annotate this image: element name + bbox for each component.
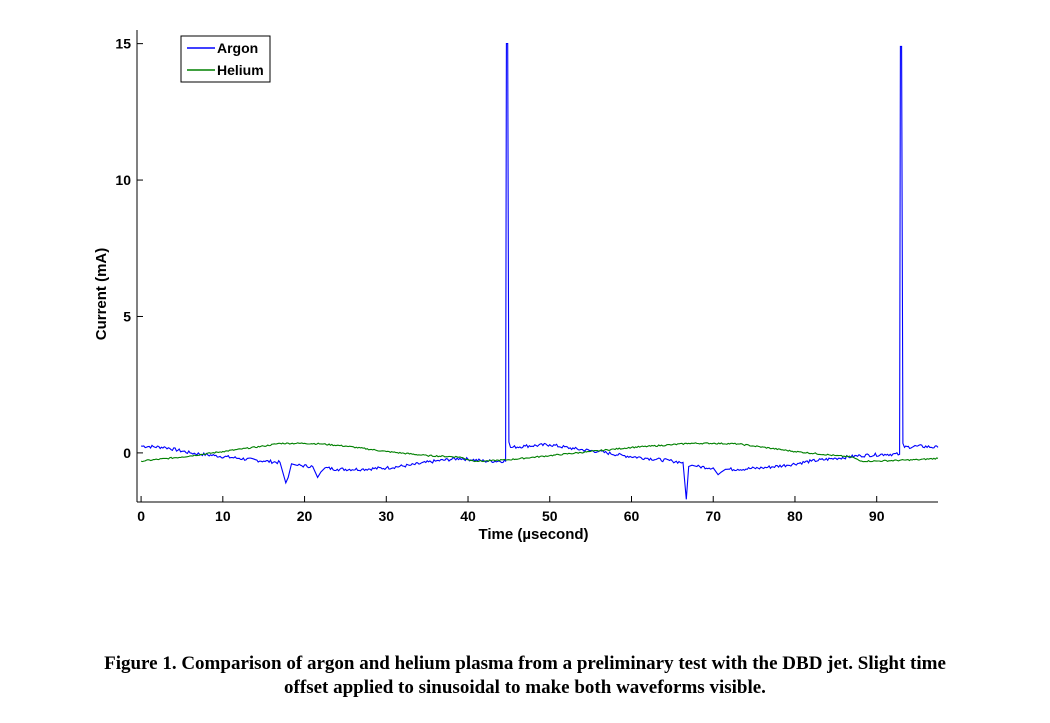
caption-line-2: offset applied to sinusoidal to make bot…	[284, 677, 766, 698]
x-tick-label: 50	[542, 508, 558, 524]
x-tick-label: 20	[297, 508, 313, 524]
x-tick-label: 10	[215, 508, 231, 524]
chart: 0 10 20 30 40 50 60 70 80 90 0 5 10 15 Argon Helium Ti…	[93, 30, 939, 543]
figure-caption: Figure 1. Comparison of argon and helium…	[20, 652, 1030, 700]
x-tick-label: 60	[624, 508, 640, 524]
x-tick-label: 80	[787, 508, 803, 524]
legend-box	[180, 35, 271, 83]
x-axis-label: Time (µsecond)	[478, 526, 588, 543]
y-tick-label: 5	[123, 308, 131, 324]
axes-layer: 0 10 20 30 40 50 60 70 80 90 0 5 10 15	[115, 30, 938, 524]
y-tick-label: 10	[115, 172, 131, 188]
y-axis-label: Current (mA)	[93, 248, 110, 341]
x-tick-label: 70	[705, 508, 721, 524]
legend: Argon Helium	[180, 35, 271, 83]
x-tick-label: 40	[460, 508, 476, 524]
x-tick-label: 0	[137, 508, 145, 524]
series-line-argon	[141, 43, 939, 500]
series-layer	[140, 43, 939, 500]
y-tick-label: 15	[115, 36, 131, 52]
legend-label-argon: Argon	[217, 40, 258, 56]
x-tick-label: 30	[379, 508, 395, 524]
legend-label-helium: Helium	[217, 62, 264, 78]
caption-line-1: Figure 1. Comparison of argon and helium…	[104, 653, 946, 674]
x-tick-label: 90	[869, 508, 885, 524]
series-line-helium	[140, 442, 939, 463]
y-tick-label: 0	[123, 445, 131, 461]
